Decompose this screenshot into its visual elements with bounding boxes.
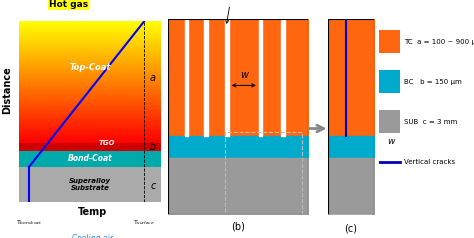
Text: Vertical crack: Vertical crack: [203, 0, 260, 23]
Text: SUB  c = 3 mm: SUB c = 3 mm: [404, 119, 457, 125]
Text: Distance: Distance: [2, 66, 13, 114]
Bar: [379, 110, 400, 133]
Bar: [225, 132, 302, 214]
Text: Hot gas: Hot gas: [49, 0, 88, 9]
Text: a: a: [150, 73, 156, 83]
Text: TGO: TGO: [99, 140, 115, 146]
Text: b: b: [150, 142, 156, 152]
Text: Temp: Temp: [78, 207, 108, 217]
Text: T$_{surface}$: T$_{surface}$: [133, 218, 155, 227]
Text: h: h: [387, 32, 393, 41]
Text: w: w: [240, 69, 248, 79]
Text: TC  a = 100 ~ 900 μm: TC a = 100 ~ 900 μm: [404, 39, 474, 45]
Text: T$_{bond coat}$: T$_{bond coat}$: [16, 218, 42, 227]
Bar: [379, 30, 400, 53]
Text: Top-Coat: Top-Coat: [69, 63, 111, 72]
Text: (b): (b): [231, 222, 245, 232]
Text: Bond-Coat: Bond-Coat: [68, 154, 112, 164]
Text: c: c: [150, 181, 155, 191]
Text: w: w: [387, 137, 394, 145]
Text: (c): (c): [345, 224, 357, 234]
Bar: [379, 70, 400, 93]
Text: Cooling air: Cooling air: [72, 234, 114, 238]
Text: Vertical cracks: Vertical cracks: [404, 159, 456, 165]
Text: BC   b = 150 μm: BC b = 150 μm: [404, 79, 462, 85]
Text: Superalloy
Substrate: Superalloy Substrate: [69, 178, 111, 191]
